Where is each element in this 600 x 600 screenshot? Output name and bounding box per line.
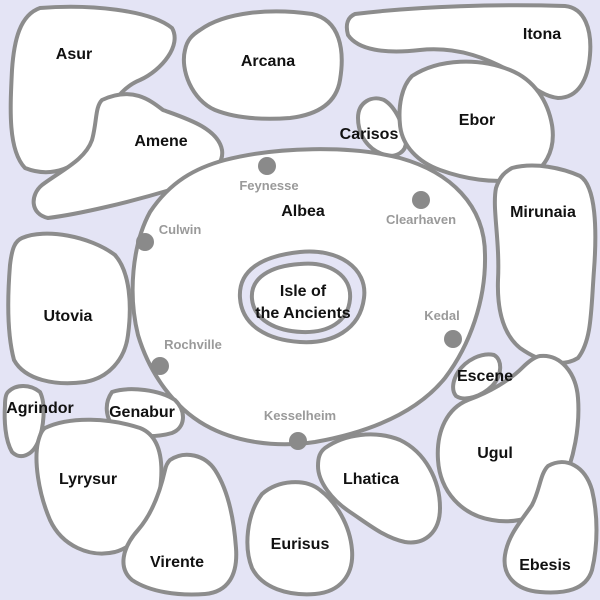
region-label-agrindor: Agrindor	[6, 400, 74, 417]
region-label-arcana: Arcana	[241, 53, 295, 70]
region-label-albea: Albea	[281, 203, 325, 220]
city-marker-rochville[interactable]	[151, 357, 169, 375]
island-utovia[interactable]	[6, 231, 132, 386]
city-label-kedal: Kedal	[424, 308, 459, 323]
region-label-itona: Itona	[523, 26, 561, 43]
region-label-isle-line1: Isle of	[280, 283, 327, 300]
island-lyrysur[interactable]	[34, 417, 164, 556]
island-agrindor[interactable]	[2, 384, 46, 459]
island-arcana[interactable]	[181, 9, 344, 121]
region-label-eurisus: Eurisus	[271, 536, 330, 553]
city-label-feynesse: Feynesse	[239, 178, 298, 193]
region-label-ugul: Ugul	[477, 445, 513, 462]
island-eurisus[interactable]	[245, 480, 355, 597]
city-marker-kedal[interactable]	[444, 330, 462, 348]
city-marker-culwin[interactable]	[136, 233, 154, 251]
region-label-mirunaia: Mirunaia	[510, 204, 576, 221]
region-label-virente: Virente	[150, 554, 204, 571]
city-marker-feynesse[interactable]	[258, 157, 276, 175]
region-label-lhatica: Lhatica	[343, 471, 399, 488]
city-marker-kesselheim[interactable]	[289, 432, 307, 450]
city-label-clearhaven: Clearhaven	[386, 212, 456, 227]
region-label-genabur: Genabur	[109, 404, 175, 421]
region-label-carisos: Carisos	[340, 126, 399, 143]
region-label-asur: Asur	[56, 46, 92, 63]
city-label-kesselheim: Kesselheim	[264, 408, 336, 423]
island-lhatica[interactable]	[316, 432, 442, 545]
island-isle-of-the-ancients[interactable]	[249, 261, 353, 335]
island-virente[interactable]	[121, 452, 239, 597]
island-itona[interactable]	[344, 3, 593, 100]
region-label-isle-line2: the Ancients	[255, 305, 351, 322]
region-label-lyrysur: Lyrysur	[59, 471, 117, 488]
island-mirunaia[interactable]	[492, 163, 598, 365]
region-label-utovia: Utovia	[44, 308, 93, 325]
island-ebesis[interactable]	[502, 460, 599, 595]
region-label-ebesis: Ebesis	[519, 557, 571, 574]
city-marker-clearhaven[interactable]	[412, 191, 430, 209]
region-label-amene: Amene	[134, 133, 187, 150]
island-escene[interactable]	[451, 352, 503, 401]
city-label-culwin: Culwin	[159, 222, 202, 237]
region-label-ebor: Ebor	[459, 112, 495, 129]
city-label-rochville: Rochville	[164, 337, 222, 352]
region-label-escene: Escene	[457, 368, 513, 385]
